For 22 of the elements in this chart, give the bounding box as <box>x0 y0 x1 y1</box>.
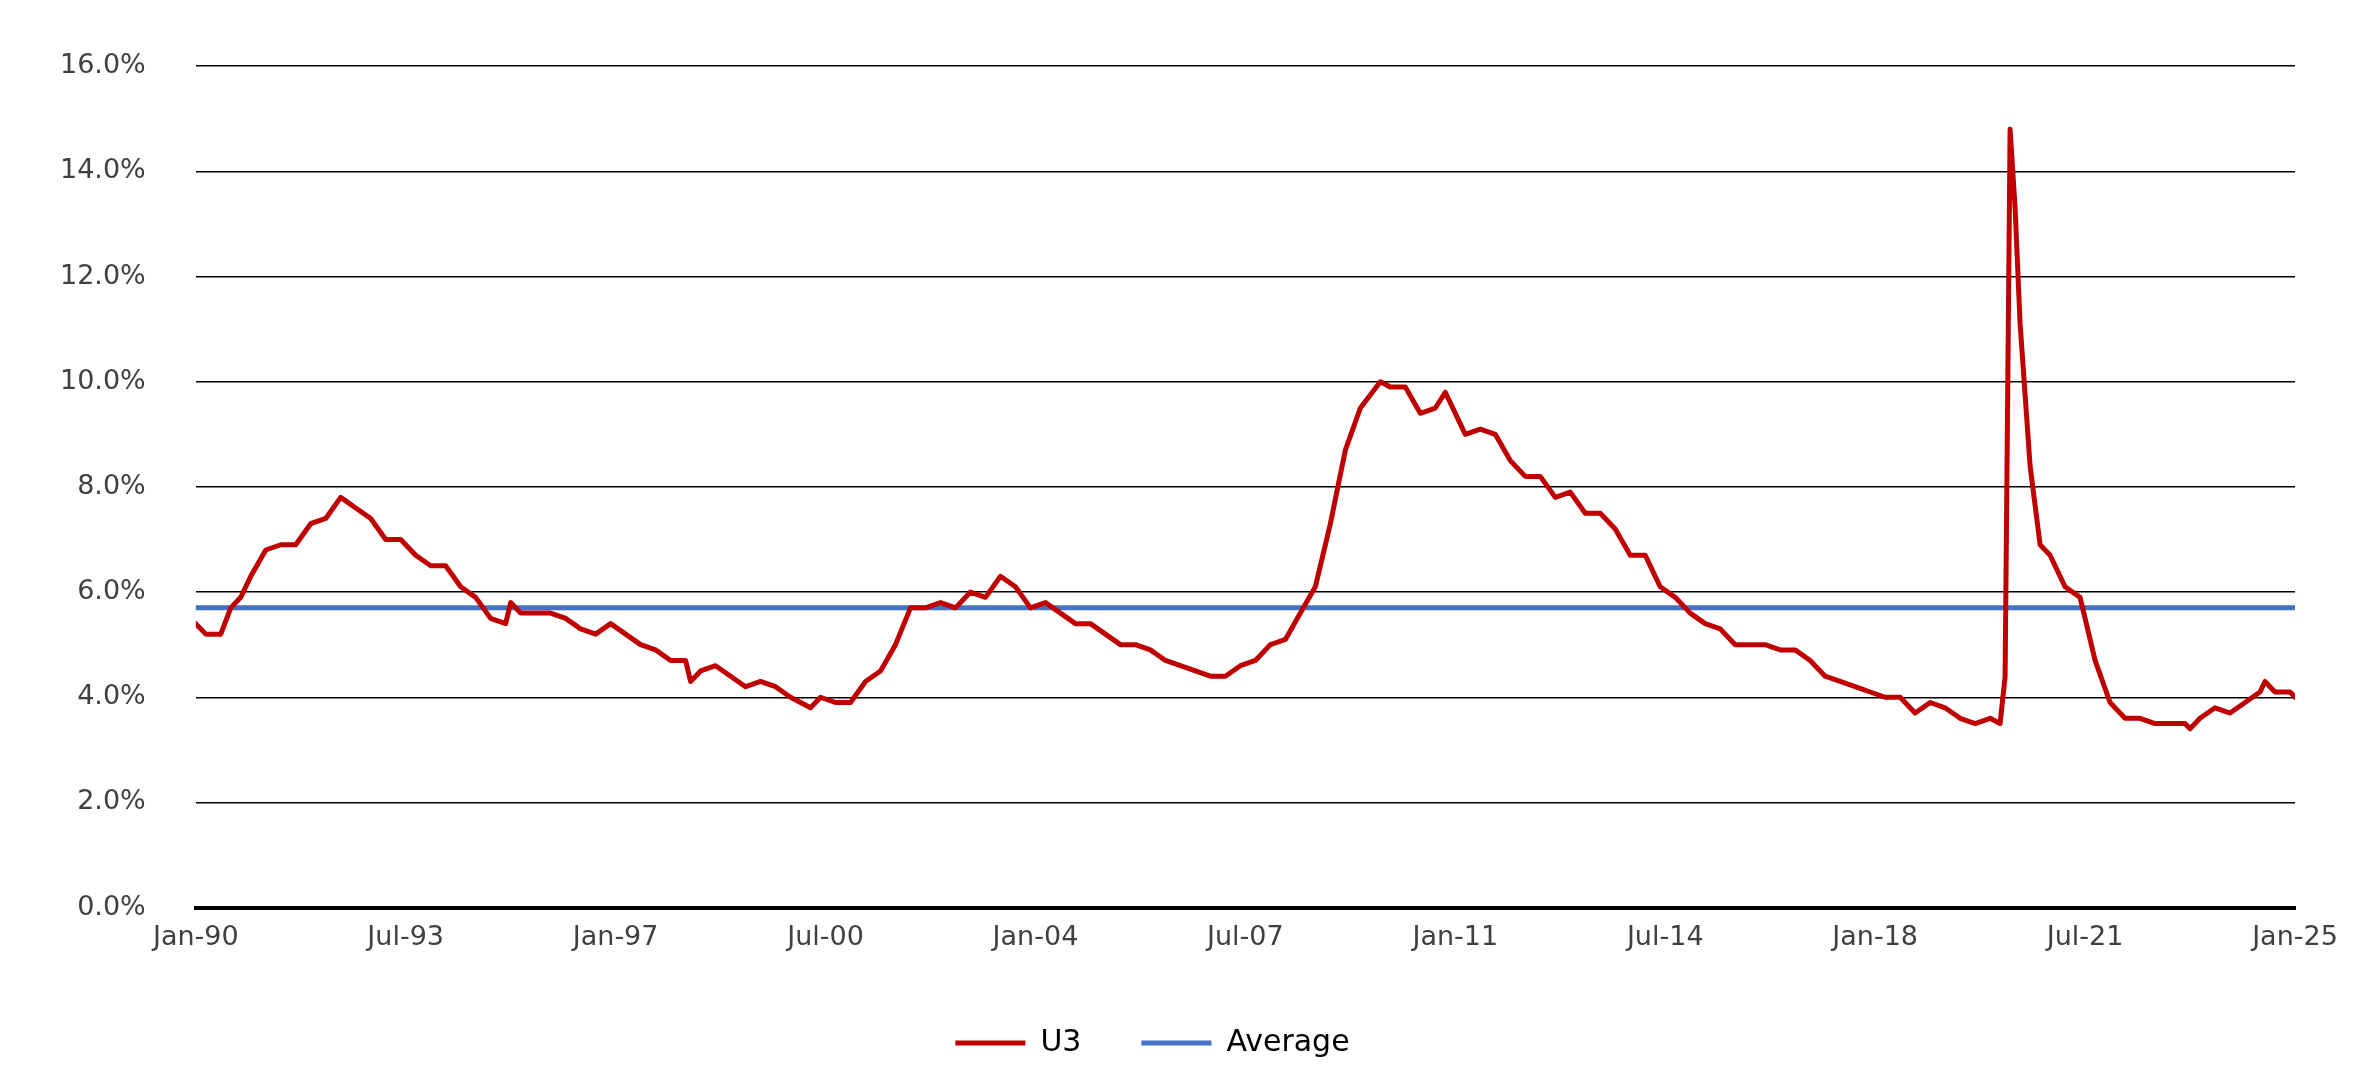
y-tick-label: 12.0% <box>59 258 146 290</box>
x-tick-label: Jul-14 <box>1624 919 1704 951</box>
x-tick-label: Jul-21 <box>2044 919 2124 951</box>
legend-label: Average <box>1226 1022 1350 1058</box>
x-tick-label: Jan-18 <box>1830 919 1919 951</box>
x-tick-label: Jul-00 <box>785 919 864 951</box>
y-tick-label: 14.0% <box>59 153 146 185</box>
y-tick-label: 6.0% <box>77 574 146 606</box>
x-tick-label: Jul-07 <box>1205 919 1284 951</box>
x-tick-label: Jan-25 <box>2250 919 2338 951</box>
y-tick-label: 16.0% <box>59 48 146 80</box>
y-tick-label: 0.0% <box>77 889 146 921</box>
y-tick-label: 8.0% <box>77 468 146 500</box>
legend-label: U3 <box>1040 1022 1082 1058</box>
x-tick-label: Jan-11 <box>1410 919 1499 951</box>
y-tick-label: 2.0% <box>77 784 146 816</box>
y-tick-label: 10.0% <box>59 363 146 395</box>
x-tick-label: Jan-90 <box>150 919 239 951</box>
x-tick-label: Jan-04 <box>990 919 1079 951</box>
x-tick-label: Jan-97 <box>570 919 659 951</box>
x-tick-label: Jul-93 <box>365 919 445 951</box>
y-tick-label: 4.0% <box>77 679 146 711</box>
